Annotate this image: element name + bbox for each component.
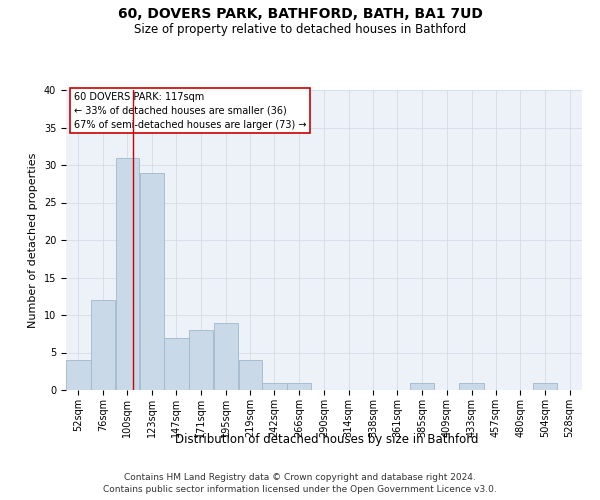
Bar <box>189 330 214 390</box>
Bar <box>460 382 484 390</box>
Text: Distribution of detached houses by size in Bathford: Distribution of detached houses by size … <box>175 432 479 446</box>
Bar <box>410 382 434 390</box>
Text: Contains HM Land Registry data © Crown copyright and database right 2024.
Contai: Contains HM Land Registry data © Crown c… <box>103 472 497 494</box>
Text: 60, DOVERS PARK, BATHFORD, BATH, BA1 7UD: 60, DOVERS PARK, BATHFORD, BATH, BA1 7UD <box>118 8 482 22</box>
Bar <box>140 172 164 390</box>
Bar <box>287 382 311 390</box>
Bar <box>116 158 139 390</box>
Bar <box>239 360 262 390</box>
Bar <box>214 322 238 390</box>
Bar <box>91 300 115 390</box>
Text: 60 DOVERS PARK: 117sqm
← 33% of detached houses are smaller (36)
67% of semi-det: 60 DOVERS PARK: 117sqm ← 33% of detached… <box>74 92 306 130</box>
Bar <box>164 338 188 390</box>
Bar <box>533 382 557 390</box>
Bar <box>262 382 287 390</box>
Text: Size of property relative to detached houses in Bathford: Size of property relative to detached ho… <box>134 22 466 36</box>
Bar <box>66 360 91 390</box>
Y-axis label: Number of detached properties: Number of detached properties <box>28 152 38 328</box>
